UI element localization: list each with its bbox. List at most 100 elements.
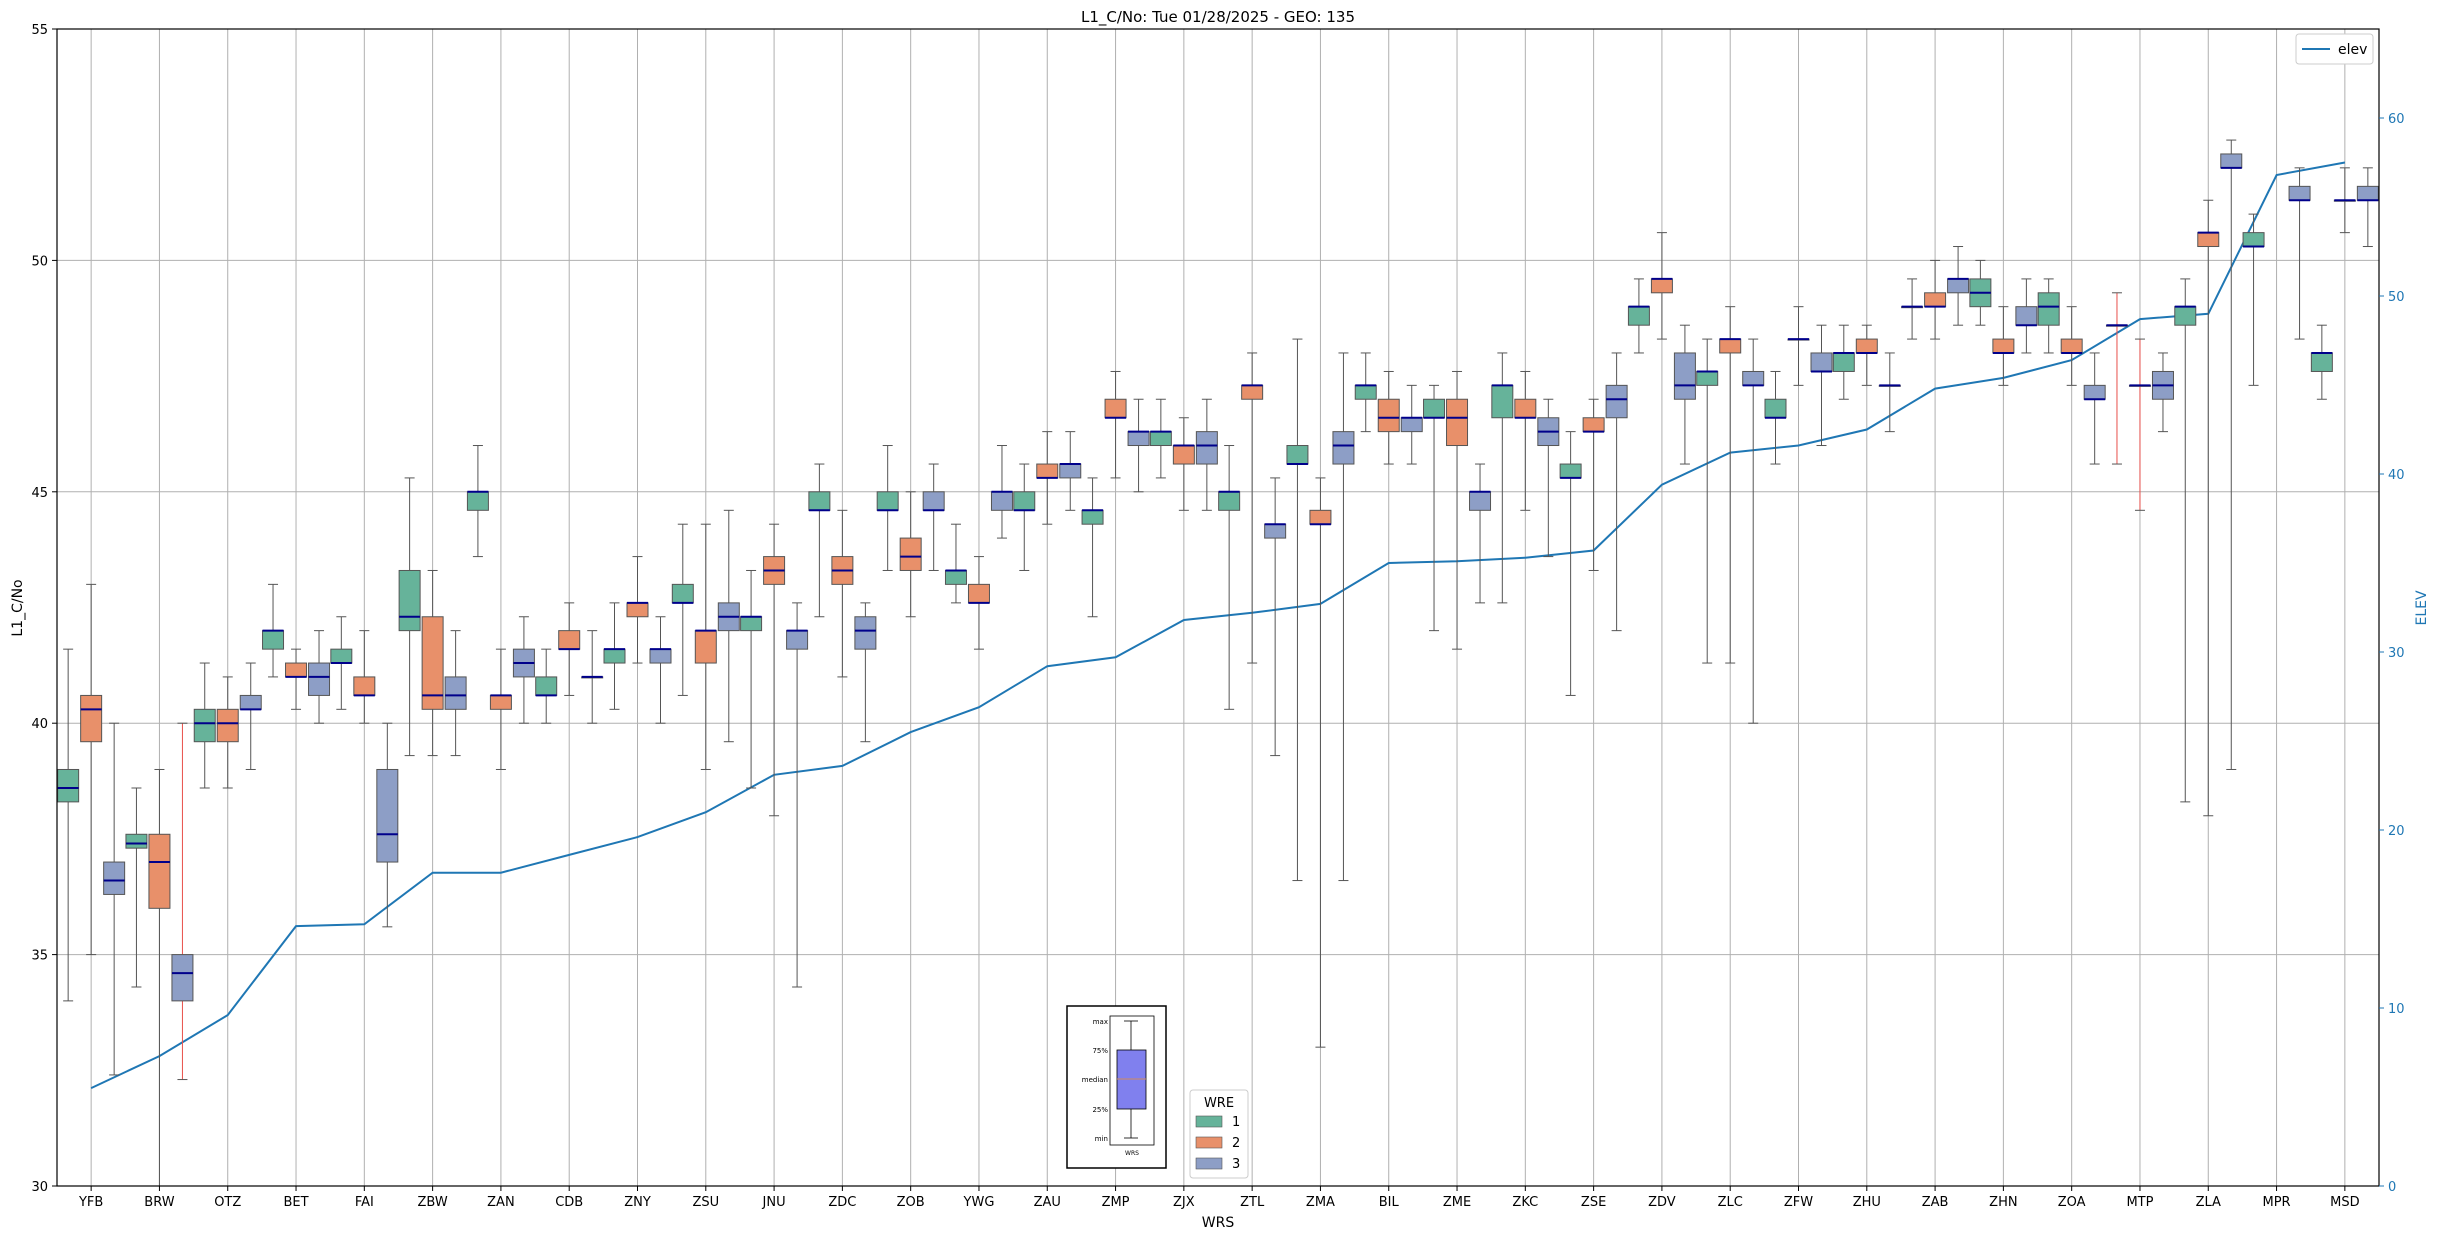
x-tick-label-zse: ZSE (1581, 1195, 1606, 1210)
box-body (466, 491, 489, 511)
box-body (376, 768, 399, 863)
box-zny-wre3 (649, 616, 672, 724)
box-zlc-wre2 (1719, 306, 1742, 664)
box-brw-wre3 (171, 722, 194, 1081)
x-tick-label-mpr: MPR (2263, 1195, 2291, 1210)
x-tick-label-zoa: ZOA (2058, 1195, 2086, 1210)
box-fai-wre3 (376, 722, 399, 928)
wre-legend-label-3: 3 (1232, 1157, 1240, 1172)
box-body (944, 569, 967, 585)
box-body (1218, 491, 1241, 511)
box-zmp-wre1 (1081, 477, 1104, 618)
box-zme-wre2 (1446, 370, 1469, 650)
box-msd-wre3 (2356, 167, 2379, 248)
box-body (808, 491, 831, 511)
elev-legend: elev (2295, 33, 2374, 65)
box-zny-wre1 (603, 602, 626, 710)
box-body (1354, 384, 1377, 400)
box-body (1446, 398, 1469, 447)
box-body (262, 630, 285, 650)
x-tick-label-msd: MSD (2330, 1195, 2359, 1210)
x-tick-label-fai: FAI (355, 1195, 374, 1210)
box-body (1719, 338, 1742, 354)
box-zbw-wre2 (421, 569, 444, 757)
box-mtp-wre2 (2128, 338, 2151, 511)
box-mtp-wre1 (2105, 292, 2128, 465)
x-tick-label-yfb: YFB (78, 1195, 103, 1210)
box-yfb-wre2 (80, 583, 103, 956)
box-brw-wre2 (148, 768, 171, 1187)
box-body (1832, 352, 1855, 372)
box-zdv-wre3 (1673, 324, 1696, 465)
y-tick-label-35: 35 (31, 949, 48, 964)
box-body (626, 602, 649, 618)
y-tick-label-30: 30 (31, 1180, 48, 1195)
box-body (899, 537, 922, 571)
box-body (1947, 278, 1970, 294)
box-body (1241, 384, 1264, 400)
box-otz-wre3 (239, 662, 262, 770)
box-zab-wre3 (1947, 246, 1970, 326)
boxplot-key-q1-label: 25% (1092, 1106, 1108, 1114)
box-body (1764, 398, 1787, 419)
x-tick-label-zob: ZOB (897, 1195, 925, 1210)
box-zla-wre2 (2197, 199, 2220, 817)
boxplot-key-xlabel: WRS (1125, 1150, 1139, 1157)
box-jnu-wre3 (786, 602, 809, 988)
box-body (786, 630, 809, 650)
box-body (1559, 463, 1582, 479)
box-fai-wre2 (353, 630, 376, 724)
box-body (2060, 338, 2083, 354)
box-body (1924, 292, 1947, 308)
x-tick-label-zma: ZMA (1306, 1195, 1335, 1210)
box-body (1309, 509, 1332, 525)
box-body (671, 583, 694, 604)
box-zau-wre2 (1036, 431, 1059, 525)
boxplot-key-frame (1066, 1005, 1167, 1169)
axis-layer: 30 35 40 45 50 55 0 10 20 30 40 50 60 YFB BRW OTZ BET FAI… (31, 23, 2404, 1210)
box-zbw-wre3 (444, 630, 467, 757)
box-body (1081, 509, 1104, 525)
box-zbw-wre1 (398, 477, 421, 757)
chart-title: L1_C/No: Tue 01/28/2025 - GEO: 135 (1081, 8, 1355, 27)
box-body (603, 648, 626, 664)
box-body (1742, 370, 1765, 386)
boxplot-key-min-label: min (1095, 1135, 1108, 1143)
box-body (1855, 338, 1878, 354)
x-tick-label-zdv: ZDV (1648, 1195, 1676, 1210)
x-tick-label-zhn: ZHN (1989, 1195, 2017, 1210)
box-fai-wre1 (330, 616, 353, 710)
box-cdb-wre1 (535, 648, 558, 724)
box-zma-wre2 (1309, 477, 1332, 1048)
box-body (2220, 153, 2243, 169)
box-zme-wre1 (1423, 384, 1446, 632)
box-bet-wre2 (285, 648, 308, 710)
box-zob-wre1 (876, 445, 899, 571)
x-tick-label-zan: ZAN (487, 1195, 515, 1210)
box-zjx-wre1 (1149, 398, 1172, 479)
wre-legend-label-2: 2 (1232, 1136, 1240, 1151)
boxplot-key-q3-label: 75% (1092, 1047, 1108, 1055)
y2-tick-label-40: 40 (2388, 468, 2405, 483)
box-zse-wre3 (1605, 352, 1628, 632)
box-body (489, 694, 512, 710)
box-mtp-wre3 (2151, 352, 2174, 433)
plot-frame (56, 28, 2380, 1187)
box-zdv-wre2 (1650, 232, 1673, 340)
box-body (1286, 445, 1309, 465)
x-tick-label-zau: ZAU (1034, 1195, 1061, 1210)
box-zob-wre2 (899, 491, 922, 618)
box-yfb-wre3 (103, 722, 126, 1076)
box-zkc-wre3 (1537, 398, 1560, 558)
box-body (1423, 398, 1446, 419)
box-body (1491, 384, 1514, 419)
box-body (2310, 352, 2333, 372)
box-zhu-wre3 (1878, 352, 1901, 433)
wre-legend-swatch-3 (1195, 1157, 1223, 1170)
box-body (876, 491, 899, 511)
box-msd-wre2 (2333, 167, 2356, 234)
y2-tick-label-50: 50 (2388, 290, 2405, 305)
box-body (1149, 431, 1172, 447)
x-tick-label-bet: BET (283, 1195, 308, 1210)
